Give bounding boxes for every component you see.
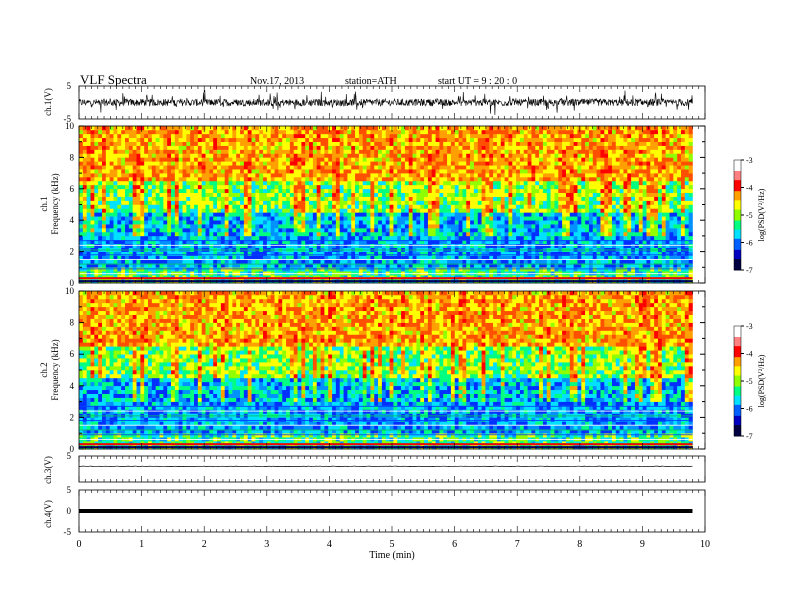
- colorbar-tick-label: -6: [746, 239, 753, 248]
- xtick-label: 1: [139, 539, 144, 550]
- colorbar-tick-label: -3: [746, 322, 753, 331]
- spectrogram-ch1: [79, 126, 693, 284]
- ytick-label: 5: [67, 451, 72, 461]
- ytick-label: 10: [65, 121, 75, 131]
- colorbar-tick-label: -7: [746, 266, 753, 275]
- colorbar1-label: log(PSD(V²/Hz): [757, 188, 766, 241]
- colorbar-tick-label: -3: [746, 156, 753, 165]
- xtick-label: 10: [700, 539, 710, 550]
- xtick-label: 2: [202, 539, 207, 550]
- xtick-label: 6: [452, 539, 457, 550]
- colorbar-tick-label: -5: [746, 377, 753, 386]
- ytick-label: 4: [70, 215, 75, 225]
- ch1-spectrogram-channel-label: ch.1: [39, 196, 49, 211]
- ytick-label: 8: [70, 152, 75, 162]
- ytick-label: 0: [67, 506, 72, 516]
- colorbar-tick-label: -5: [746, 211, 753, 220]
- waveform-ch1: [78, 90, 693, 116]
- x-axis-label: Time (min): [369, 550, 414, 561]
- ytick-label: 5: [67, 485, 72, 495]
- xtick-label: 0: [77, 539, 82, 550]
- ytick-label: 0: [70, 444, 75, 454]
- ytick-label: 6: [70, 349, 75, 359]
- colorbar2-label: log(PSD(V²/Hz): [757, 354, 766, 407]
- figure-title: VLF Spectra: [80, 72, 147, 87]
- ytick-label: 10: [65, 286, 75, 296]
- xtick-label: 9: [640, 539, 645, 550]
- colorbar-ch1: -3 -4 -5 -6 -7: [733, 156, 753, 275]
- colorbar-tick-label: -7: [746, 432, 753, 441]
- xtick-label: 4: [327, 539, 332, 550]
- ytick-label: 8: [70, 318, 75, 328]
- ytick-label: -5: [64, 527, 72, 537]
- spectrogram-ch2: [79, 291, 693, 450]
- xtick-label: 7: [515, 539, 520, 550]
- colorbar-tick-label: -6: [746, 405, 753, 414]
- xtick-label: 8: [577, 539, 582, 550]
- ch1-waveform-ylabel: ch.1(V): [43, 88, 53, 116]
- xtick-label: 5: [390, 539, 395, 550]
- colorbar-ch2: -3 -4 -5 -6 -7: [733, 322, 753, 441]
- xtick-label: 3: [264, 539, 269, 550]
- ch4-waveform-ylabel: ch.4(V): [43, 500, 53, 528]
- ytick-label: 5: [67, 81, 72, 91]
- ytick-label: -5: [64, 114, 72, 124]
- ch2-spectrogram-channel-label: ch.2: [39, 362, 49, 377]
- station-label: station=ATH: [345, 76, 397, 87]
- ch2-spectrogram-ylabel: Frequency (kHz): [50, 339, 60, 400]
- ytick-label: 4: [70, 381, 75, 391]
- colorbar-tick-label: -4: [746, 350, 753, 359]
- start-time-label: start UT = 9 : 20 : 0: [438, 76, 517, 87]
- ch3-waveform-ylabel: ch.3(V): [43, 456, 53, 484]
- ytick-label: 2: [70, 247, 75, 257]
- ytick-label: 2: [70, 412, 75, 422]
- colorbar-tick-label: -4: [746, 184, 753, 193]
- ytick-label: 6: [70, 184, 75, 194]
- ytick-label: 0: [70, 278, 75, 288]
- waveform-ch3: [78, 465, 693, 468]
- date-label: Nov.17, 2013: [250, 76, 304, 87]
- ch1-spectrogram-ylabel: Frequency (kHz): [50, 173, 60, 234]
